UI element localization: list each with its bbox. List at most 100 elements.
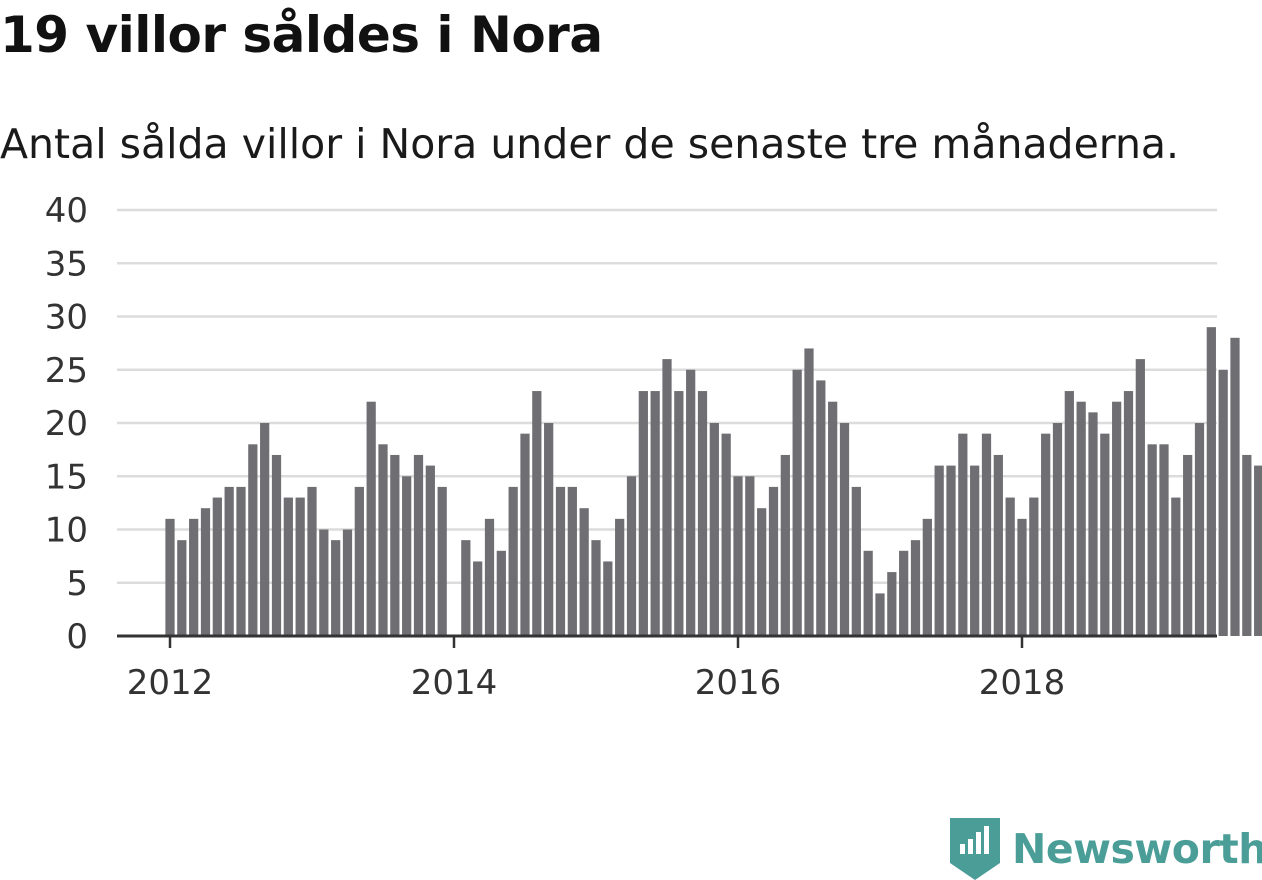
bar: [946, 465, 956, 636]
x-tick-label: 2014: [411, 663, 498, 703]
bar: [508, 486, 518, 636]
bar: [354, 486, 364, 636]
bar: [366, 401, 376, 636]
bar: [851, 486, 861, 636]
bar: [1100, 433, 1110, 636]
bar: [768, 486, 779, 636]
bar: [212, 497, 222, 636]
bar: [981, 433, 992, 636]
bar: [165, 518, 175, 636]
bar: [1230, 337, 1240, 636]
bar: [1183, 454, 1193, 636]
x-axis-ticks: 20122014201620182020202220242026: [127, 636, 1065, 703]
bar: [780, 454, 790, 636]
bar: [248, 444, 258, 636]
bar: [425, 465, 435, 636]
bar: [1029, 497, 1039, 636]
bar: [615, 518, 625, 636]
bar: [307, 486, 317, 636]
bar: [402, 476, 412, 636]
bar: [686, 369, 696, 636]
bar: [390, 454, 400, 636]
bar: [970, 465, 980, 636]
bar: [295, 497, 305, 636]
bar: [1052, 423, 1063, 636]
bar: [1112, 401, 1122, 636]
bar: [697, 391, 708, 636]
bar: [1194, 423, 1205, 636]
bar: [544, 423, 554, 636]
bar: [804, 348, 814, 636]
bar: [1171, 497, 1181, 636]
bar: [591, 540, 601, 636]
bar: [792, 369, 802, 636]
bars: [165, 327, 1262, 636]
bar: [555, 486, 566, 636]
bar: [922, 518, 932, 636]
bar: [828, 401, 838, 636]
bar: [733, 476, 743, 636]
bar: [484, 518, 495, 636]
bar: [1123, 391, 1134, 636]
y-tick-label: 20: [45, 404, 88, 444]
bar: [875, 593, 885, 636]
bar: [579, 508, 589, 636]
bar: [662, 359, 672, 636]
bar: [331, 540, 341, 636]
bar: [520, 433, 530, 636]
bar: [567, 486, 577, 636]
bar: [1147, 444, 1157, 636]
bar: [1254, 465, 1262, 636]
y-tick-label: 40: [45, 191, 88, 231]
bar: [532, 391, 542, 636]
bar: [721, 433, 731, 636]
bar: [260, 423, 270, 636]
y-tick-label: 30: [45, 298, 88, 338]
bar: [745, 476, 755, 636]
y-tick-label: 10: [45, 511, 88, 551]
bar: [674, 391, 684, 636]
bar: [638, 391, 648, 636]
bar: [189, 518, 199, 636]
bar: [863, 550, 873, 636]
bar: [910, 540, 921, 636]
bar: [1005, 497, 1015, 636]
bar: [224, 486, 234, 636]
bar: [271, 454, 282, 636]
bar: [283, 497, 293, 636]
bar: [1218, 369, 1228, 636]
bar: [236, 486, 246, 636]
y-tick-label: 15: [45, 457, 88, 497]
brand-name: Newsworthy: [1012, 825, 1262, 873]
bar: [650, 391, 660, 636]
bar: [993, 454, 1003, 636]
bar: [958, 433, 968, 636]
bar: [1064, 391, 1074, 636]
x-tick-label: 2012: [127, 663, 214, 703]
bar: [413, 454, 424, 636]
bar: [603, 561, 613, 636]
bar: [626, 476, 637, 636]
bar: [378, 444, 388, 636]
x-tick-label: 2016: [695, 663, 782, 703]
bar: [1076, 401, 1086, 636]
bar: [839, 423, 850, 636]
bar: [200, 508, 211, 636]
bar: [816, 380, 826, 636]
bar: [177, 540, 187, 636]
y-tick-label: 0: [66, 617, 88, 657]
brand-logo: Newsworthy: [950, 818, 1262, 880]
y-tick-label: 35: [45, 244, 88, 284]
bar: [473, 561, 483, 636]
bar: [1017, 518, 1027, 636]
chart-title: 19 villor såldes i Nora: [0, 6, 603, 64]
bar: [709, 423, 719, 636]
bar: [887, 572, 897, 636]
y-axis-ticks: 0 5 10 15 20 25 30 35 40: [45, 191, 88, 657]
bar: [1159, 444, 1169, 636]
bar: [757, 508, 767, 636]
bar: [461, 540, 471, 636]
bar: [496, 550, 506, 636]
bar: [1041, 433, 1051, 636]
bar: [899, 550, 909, 636]
